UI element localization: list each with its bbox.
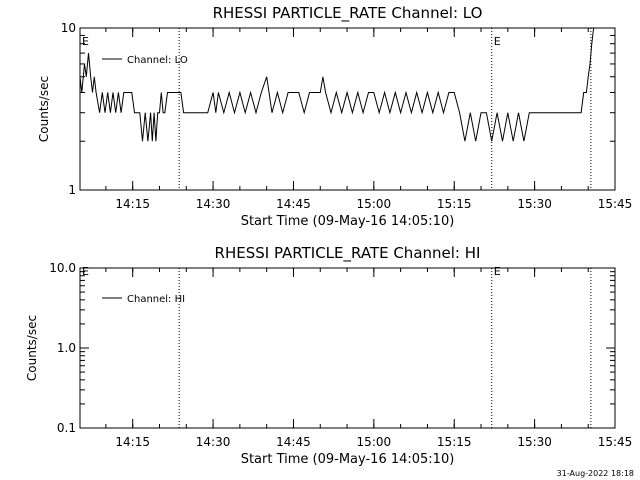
series-line-channel [79, 27, 595, 142]
x-tick-label: 15:15 [437, 197, 472, 211]
y-tick-label: 0.1 [57, 421, 76, 435]
x-tick-label: 14:30 [196, 197, 231, 211]
event-marker-label: E [82, 265, 89, 278]
chart-title: RHESSI PARTICLE_RATE Channel: LO [213, 4, 483, 23]
y-tick-label: 1 [68, 183, 76, 197]
event-marker-label: E [494, 265, 501, 278]
x-axis-label: Start Time (09-May-16 14:05:10) [241, 452, 455, 467]
plot-frame [79, 267, 616, 429]
timestamp: 31-Aug-2022 18:18 [557, 469, 634, 478]
x-tick-label: 14:45 [276, 197, 311, 211]
x-tick-label: 14:15 [115, 197, 150, 211]
x-axis-label: Start Time (09-May-16 14:05:10) [241, 214, 455, 229]
x-tick-label: 15:45 [598, 435, 633, 449]
x-tick-label: 15:30 [517, 435, 552, 449]
panel-lo: RHESSI PARTICLE_RATE Channel: LO Counts/s… [37, 4, 632, 229]
panel-hi: RHESSI PARTICLE_RATE Channel: HI Counts/s… [25, 244, 632, 467]
x-tick-label: 15:00 [357, 197, 392, 211]
event-marker-label: E [82, 35, 89, 48]
event-marker-label: E [494, 35, 501, 48]
y-tick-label: 1.0 [57, 341, 76, 355]
x-tick-label: 15:45 [598, 197, 633, 211]
x-tick-label: 14:15 [115, 435, 150, 449]
chart-title: RHESSI PARTICLE_RATE Channel: HI [215, 244, 481, 263]
y-tick-label: 10 [61, 21, 76, 35]
y-tick-label: 10.0 [49, 261, 76, 275]
x-tick-label: 14:45 [276, 435, 311, 449]
legend-label: Channel: LO [127, 55, 188, 66]
x-tick-label: 15:15 [437, 435, 472, 449]
x-tick-label: 15:30 [517, 197, 552, 211]
y-axis-label: Counts/sec [25, 315, 39, 381]
legend-label: Channel: HI [127, 294, 185, 305]
y-axis-label: Counts/sec [37, 76, 51, 142]
x-tick-label: 14:30 [196, 435, 231, 449]
x-tick-label: 15:00 [357, 435, 392, 449]
